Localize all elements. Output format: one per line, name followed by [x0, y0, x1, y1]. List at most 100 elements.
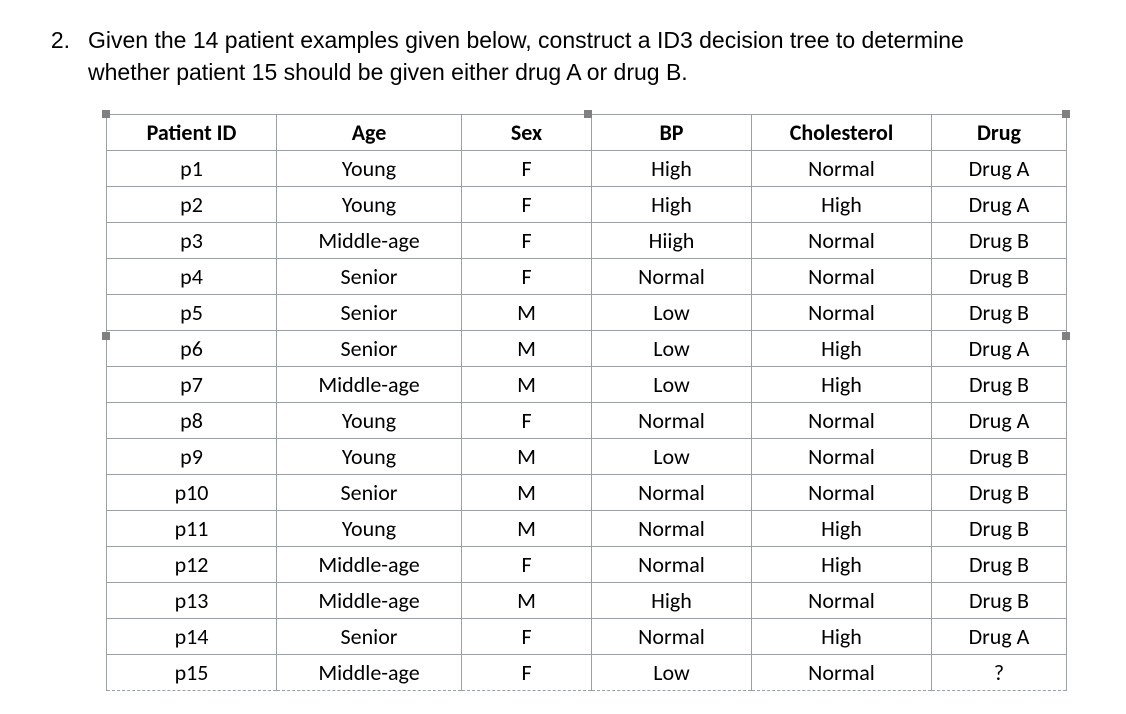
table-cell: M	[462, 439, 592, 475]
table-cell: Senior	[277, 475, 462, 511]
table-cell: Normal	[752, 475, 932, 511]
table-cell: Drug B	[932, 439, 1067, 475]
table-cell: Low	[592, 295, 752, 331]
col-header: Sex	[462, 115, 592, 151]
table-cell: Drug B	[932, 223, 1067, 259]
table-cell: Normal	[752, 439, 932, 475]
table-cell: M	[462, 583, 592, 619]
table-cell: Normal	[752, 259, 932, 295]
table-row: p15Middle-ageFLowNormal?	[107, 655, 1067, 691]
table-cell: High	[752, 367, 932, 403]
table-cell: p1	[107, 151, 277, 187]
table-cell: Middle-age	[277, 655, 462, 691]
table-cell: Normal	[592, 511, 752, 547]
table-cell: Drug A	[932, 619, 1067, 655]
table-row: p2YoungFHighHighDrug A	[107, 187, 1067, 223]
question-block: 2. Given the 14 patient examples given b…	[44, 24, 1082, 88]
table-cell: Drug A	[932, 151, 1067, 187]
table-cell: Drug B	[932, 547, 1067, 583]
table-body: p1YoungFHighNormalDrug Ap2YoungFHighHigh…	[107, 151, 1067, 691]
table-row: p3Middle-ageFHiighNormalDrug B	[107, 223, 1067, 259]
table-row: p10SeniorMNormalNormalDrug B	[107, 475, 1067, 511]
table-cell: Senior	[277, 619, 462, 655]
table-cell: F	[462, 403, 592, 439]
table-row: p6SeniorMLowHighDrug A	[107, 331, 1067, 367]
table-cell: High	[752, 187, 932, 223]
table-cell: Young	[277, 511, 462, 547]
table-cell: p15	[107, 655, 277, 691]
table-cell: p7	[107, 367, 277, 403]
table-cell: Middle-age	[277, 223, 462, 259]
table-cell: p8	[107, 403, 277, 439]
table-cell: Drug A	[932, 331, 1067, 367]
table-cell: p3	[107, 223, 277, 259]
col-header: Age	[277, 115, 462, 151]
selection-handle	[102, 332, 110, 340]
table-cell: Drug A	[932, 187, 1067, 223]
table-cell: p6	[107, 331, 277, 367]
question-text: Given the 14 patient examples given belo…	[88, 24, 1028, 88]
table-cell: Young	[277, 403, 462, 439]
table-cell: p14	[107, 619, 277, 655]
table-cell: p9	[107, 439, 277, 475]
selection-handle	[1062, 110, 1070, 118]
selection-handle	[102, 110, 110, 118]
table-header-row: Patient ID Age Sex BP Cholesterol Drug	[107, 115, 1067, 151]
col-header: Drug	[932, 115, 1067, 151]
table-cell: Normal	[752, 151, 932, 187]
table-cell: High	[752, 331, 932, 367]
table-cell: p13	[107, 583, 277, 619]
table-cell: F	[462, 547, 592, 583]
table-cell: F	[462, 151, 592, 187]
col-header: BP	[592, 115, 752, 151]
table-cell: Drug B	[932, 583, 1067, 619]
table-cell: M	[462, 511, 592, 547]
table-cell: Drug B	[932, 475, 1067, 511]
table-cell: High	[592, 583, 752, 619]
table-cell: Drug B	[932, 295, 1067, 331]
table-cell: Senior	[277, 259, 462, 295]
table-cell: High	[592, 187, 752, 223]
table-row: p11YoungMNormalHighDrug B	[107, 511, 1067, 547]
table-cell: Young	[277, 187, 462, 223]
table-cell: F	[462, 223, 592, 259]
table-cell: Drug B	[932, 367, 1067, 403]
table-row: p8YoungFNormalNormalDrug A	[107, 403, 1067, 439]
table-cell: High	[752, 547, 932, 583]
table-cell: Normal	[592, 475, 752, 511]
table-cell: Normal	[592, 403, 752, 439]
table-cell: Middle-age	[277, 583, 462, 619]
col-header: Cholesterol	[752, 115, 932, 151]
table-row: p4SeniorFNormalNormalDrug B	[107, 259, 1067, 295]
table-cell: High	[752, 619, 932, 655]
table-cell: Normal	[592, 547, 752, 583]
table-cell: p10	[107, 475, 277, 511]
table-cell: F	[462, 619, 592, 655]
table-cell: Drug A	[932, 403, 1067, 439]
table-cell: Middle-age	[277, 367, 462, 403]
table-cell: Senior	[277, 331, 462, 367]
table-cell: p12	[107, 547, 277, 583]
table-cell: M	[462, 331, 592, 367]
table-cell: F	[462, 259, 592, 295]
table-cell: F	[462, 187, 592, 223]
table-cell: Low	[592, 655, 752, 691]
table-cell: Low	[592, 439, 752, 475]
table-cell: Normal	[752, 295, 932, 331]
table-cell: Hiigh	[592, 223, 752, 259]
table-cell: Drug B	[932, 259, 1067, 295]
table-cell: Low	[592, 331, 752, 367]
patient-table: Patient ID Age Sex BP Cholesterol Drug p…	[106, 114, 1067, 691]
selection-handle	[584, 110, 592, 118]
table-cell: Young	[277, 439, 462, 475]
table-cell: Normal	[752, 223, 932, 259]
table-cell: Normal	[752, 655, 932, 691]
table-row: p14SeniorFNormalHighDrug A	[107, 619, 1067, 655]
table-cell: p2	[107, 187, 277, 223]
table-row: p7Middle-ageMLowHighDrug B	[107, 367, 1067, 403]
table-row: p13Middle-ageMHighNormalDrug B	[107, 583, 1067, 619]
question-number: 2.	[44, 24, 70, 56]
col-header: Patient ID	[107, 115, 277, 151]
table-cell: High	[752, 511, 932, 547]
table-cell: p5	[107, 295, 277, 331]
